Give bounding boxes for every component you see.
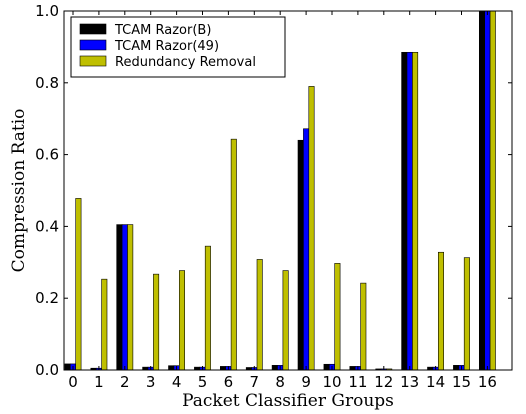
legend-swatch [79, 23, 107, 35]
bars-group [64, 10, 496, 371]
x-axis: 0 1 2 3 4 5 6 7 8 9 10 11 12 13 14 15 16 [68, 11, 497, 391]
y-axis-title: Compression Ratio [9, 109, 29, 273]
y-tick-label: 1.0 [35, 2, 59, 20]
legend-swatch [79, 39, 107, 51]
bar-tcam-razor-49--16 [484, 10, 491, 371]
x-tick-label: 13 [400, 373, 419, 391]
bar-redundancy-removal-1 [101, 278, 108, 371]
y-tick-label: 0.4 [35, 217, 59, 235]
bar-redundancy-removal-6 [230, 138, 237, 371]
bar-tcam-razor-b--6 [220, 366, 227, 371]
legend: TCAM Razor(B)TCAM Razor(49)Redundancy Re… [70, 16, 286, 78]
x-tick-label: 12 [374, 373, 393, 391]
bar-redundancy-removal-9 [308, 86, 315, 371]
bar-tcam-razor-b--4 [168, 365, 175, 371]
x-tick-label: 14 [426, 373, 445, 391]
x-tick-label: 15 [452, 373, 471, 391]
x-tick-label: 5 [198, 373, 208, 391]
legend-label: TCAM Razor(B) [114, 23, 211, 38]
bar-tcam-razor-b--2 [116, 224, 123, 371]
bar-tcam-razor-b--11 [349, 366, 356, 371]
bar-tcam-razor-b--9 [297, 139, 304, 371]
bar-tcam-razor-49--2 [121, 224, 128, 371]
bar-redundancy-removal-5 [204, 245, 211, 371]
x-tick-label: 7 [250, 373, 260, 391]
bar-redundancy-removal-2 [127, 224, 134, 371]
x-tick-label: 16 [478, 373, 497, 391]
x-tick-label: 11 [348, 373, 367, 391]
bar-tcam-razor-b--15 [453, 365, 460, 371]
x-tick-label: 0 [68, 373, 78, 391]
legend-swatch [79, 55, 107, 67]
bar-redundancy-removal-3 [153, 273, 160, 371]
x-tick-label: 4 [172, 373, 182, 391]
x-tick-label: 8 [275, 373, 285, 391]
x-tick-label: 3 [146, 373, 156, 391]
bar-redundancy-removal-16 [489, 10, 496, 371]
bar-redundancy-removal-15 [463, 257, 470, 371]
bar-redundancy-removal-0 [75, 198, 82, 371]
y-tick-label: 0.8 [35, 74, 59, 92]
bar-redundancy-removal-13 [412, 51, 419, 371]
x-tick-label: 6 [224, 373, 234, 391]
x-tick-label: 1 [94, 373, 104, 391]
bar-redundancy-removal-11 [360, 282, 367, 371]
plot-frame [63, 10, 513, 371]
y-tick-label: 0.0 [35, 361, 59, 379]
bar-redundancy-removal-10 [334, 263, 341, 371]
y-tick-label: 0.6 [35, 146, 59, 164]
bar-redundancy-removal-14 [437, 251, 444, 371]
bar-tcam-razor-49--13 [406, 51, 413, 371]
legend-label: Redundancy Removal [115, 55, 256, 70]
bar-tcam-razor-b--13 [401, 51, 408, 371]
legend-label: TCAM Razor(49) [114, 39, 219, 54]
x-axis-title: Packet Classifier Groups [182, 391, 394, 411]
x-tick-label: 2 [120, 373, 130, 391]
bar-tcam-razor-b--16 [478, 10, 485, 371]
bar-redundancy-removal-7 [256, 259, 263, 371]
x-tick-label: 10 [322, 373, 341, 391]
y-axis: 0.0 0.2 0.4 0.6 0.8 1.0 [35, 2, 512, 379]
y-tick-label: 0.2 [35, 289, 59, 307]
legend-box [70, 16, 286, 78]
bar-tcam-razor-49--9 [303, 128, 310, 371]
bar-redundancy-removal-4 [179, 270, 186, 371]
bar-tcam-razor-b--10 [323, 363, 330, 371]
x-tick-label: 9 [301, 373, 311, 391]
bar-tcam-razor-b--0 [64, 363, 71, 371]
bar-tcam-razor-b--8 [271, 365, 278, 371]
bar-redundancy-removal-8 [282, 270, 289, 371]
